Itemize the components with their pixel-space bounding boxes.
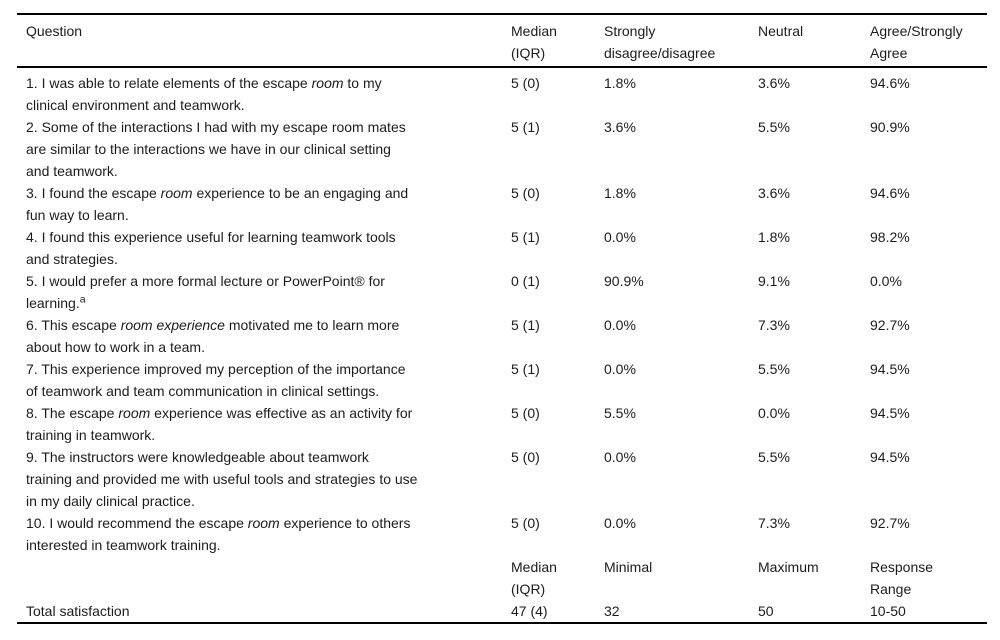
value-cell: 7.3%: [758, 317, 790, 333]
question-cell: 10. I would recommend the escape room ex…: [26, 515, 411, 553]
question-cell: 8. The escape room experience was effect…: [26, 405, 413, 443]
total-response-range: 10-50: [870, 603, 906, 619]
table-row: 1. I was able to relate elements of the …: [17, 67, 987, 116]
value-cell: 98.2%: [870, 229, 910, 245]
table-row: 8. The escape room experience was effect…: [17, 402, 987, 446]
value-cell: 1.8%: [604, 185, 636, 201]
header-strongly-disagree: Strongly disagree/disagree: [604, 23, 716, 61]
value-cell: 3.6%: [758, 75, 790, 91]
value-cell: 9.1%: [758, 273, 790, 289]
value-cell: 3.6%: [758, 185, 790, 201]
value-cell: 5 (0): [511, 449, 540, 465]
value-cell: 0 (1): [511, 273, 540, 289]
value-cell: 0.0%: [604, 317, 636, 333]
value-cell: 1.8%: [604, 75, 636, 91]
value-cell: 5.5%: [758, 449, 790, 465]
value-cell: 3.6%: [604, 119, 636, 135]
total-row: Total satisfaction 47 (4) 32 50 10-50: [17, 600, 987, 623]
value-cell: 5.5%: [758, 119, 790, 135]
value-cell: 94.6%: [870, 75, 910, 91]
question-cell: 9. The instructors were knowledgeable ab…: [26, 449, 418, 509]
question-cell: 7. This experience improved my perceptio…: [26, 361, 406, 399]
value-cell: 7.3%: [758, 515, 790, 531]
summary-header-minimal: Minimal: [604, 559, 653, 575]
value-cell: 92.7%: [870, 515, 910, 531]
total-label: Total satisfaction: [26, 603, 130, 619]
question-cell: 1. I was able to relate elements of the …: [26, 75, 382, 113]
question-rows: 1. I was able to relate elements of the …: [17, 67, 987, 556]
value-cell: 0.0%: [758, 405, 790, 421]
value-cell: 5 (0): [511, 405, 540, 421]
value-cell: 0.0%: [604, 449, 636, 465]
summary-header-maximum: Maximum: [758, 559, 819, 575]
value-cell: 5 (1): [511, 317, 540, 333]
table-row: 2. Some of the interactions I had with m…: [17, 116, 987, 182]
value-cell: 5 (0): [511, 75, 540, 91]
table-header: Question Median (IQR) Strongly disagree/…: [17, 14, 987, 67]
value-cell: 90.9%: [604, 273, 644, 289]
summary-header-response-range: Response Range: [870, 559, 934, 597]
value-cell: 94.6%: [870, 185, 910, 201]
header-row: Question Median (IQR) Strongly disagree/…: [17, 14, 987, 67]
value-cell: 5 (1): [511, 229, 540, 245]
value-cell: 1.8%: [758, 229, 790, 245]
table-row: 4. I found this experience useful for le…: [17, 226, 987, 270]
value-cell: 5.5%: [604, 405, 636, 421]
value-cell: 94.5%: [870, 405, 910, 421]
value-cell: 5 (0): [511, 515, 540, 531]
results-table: Question Median (IQR) Strongly disagree/…: [17, 13, 987, 624]
value-cell: 94.5%: [870, 361, 910, 377]
value-cell: 0.0%: [870, 273, 902, 289]
question-cell: 2. Some of the interactions I had with m…: [26, 119, 406, 179]
value-cell: 92.7%: [870, 317, 910, 333]
value-cell: 90.9%: [870, 119, 910, 135]
question-cell: 5. I would prefer a more formal lecture …: [26, 273, 385, 311]
value-cell: 94.5%: [870, 449, 910, 465]
question-cell: 4. I found this experience useful for le…: [26, 229, 396, 267]
value-cell: 5 (1): [511, 119, 540, 135]
table-row: 9. The instructors were knowledgeable ab…: [17, 446, 987, 512]
value-cell: 0.0%: [604, 229, 636, 245]
value-cell: 0.0%: [604, 515, 636, 531]
total-minimal: 32: [604, 603, 620, 619]
total-median-iqr: 47 (4): [511, 603, 548, 619]
header-median-iqr: Median (IQR): [511, 23, 557, 61]
summary-header-median-iqr: Median (IQR): [511, 559, 557, 597]
table-row: 7. This experience improved my perceptio…: [17, 358, 987, 402]
header-agree: Agree/Strongly Agree: [870, 23, 963, 61]
header-question: Question: [26, 23, 83, 39]
total-maximum: 50: [758, 603, 774, 619]
table-row: 6. This escape room experience motivated…: [17, 314, 987, 358]
table-row: 10. I would recommend the escape room ex…: [17, 512, 987, 556]
table-row: 3. I found the escape room experience to…: [17, 182, 987, 226]
value-cell: 5.5%: [758, 361, 790, 377]
question-cell: 6. This escape room experience motivated…: [26, 317, 400, 355]
summary-section: Median (IQR) Minimal Maximum Response Ra…: [17, 556, 987, 623]
value-cell: 5 (1): [511, 361, 540, 377]
summary-header-row: Median (IQR) Minimal Maximum Response Ra…: [17, 556, 987, 600]
table-row: 5. I would prefer a more formal lecture …: [17, 270, 987, 314]
question-cell: 3. I found the escape room experience to…: [26, 185, 409, 223]
header-neutral: Neutral: [758, 23, 804, 39]
value-cell: 0.0%: [604, 361, 636, 377]
value-cell: 5 (0): [511, 185, 540, 201]
summary-empty-cell: [17, 556, 511, 600]
